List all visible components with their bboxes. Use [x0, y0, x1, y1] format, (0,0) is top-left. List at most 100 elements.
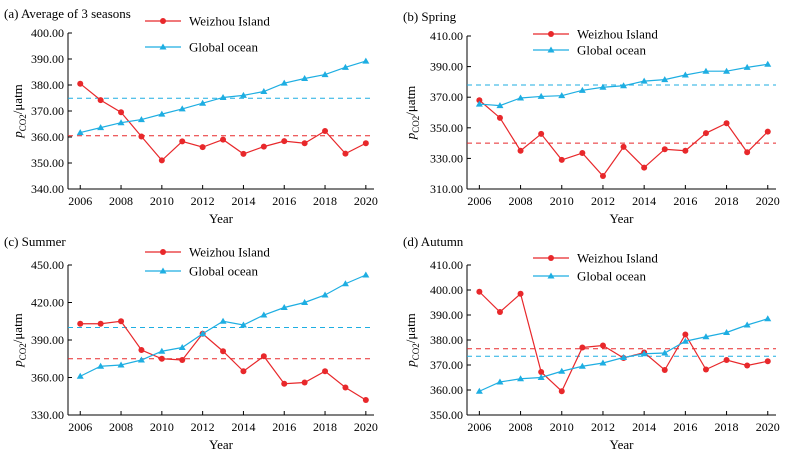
data-point-global: [341, 280, 349, 287]
x-tick-label: 2020: [354, 420, 378, 434]
y-tick-label: 340.00: [31, 182, 64, 196]
x-tick-label: 2012: [191, 420, 215, 434]
data-point-weizhou: [744, 149, 751, 156]
x-tick-label: 2016: [272, 420, 296, 434]
data-point-global: [743, 321, 751, 328]
y-axis-label-symbol: p: [403, 132, 418, 140]
legend-marker-circle: [548, 255, 554, 261]
data-point-global: [76, 372, 84, 379]
data-point-global: [280, 79, 288, 86]
y-tick-label: 360.00: [430, 383, 463, 397]
panel-title: (a) Average of 3 seasons: [4, 6, 131, 21]
data-point-global: [640, 77, 648, 84]
legend-marker-triangle: [159, 267, 167, 274]
x-tick-label: 2008: [109, 420, 133, 434]
data-point-weizhou: [281, 380, 288, 387]
y-tick-label: 450.00: [31, 258, 64, 272]
y-tick-label: 420.00: [31, 296, 64, 310]
data-point-weizhou: [538, 130, 545, 137]
y-tick-label: 370.00: [31, 104, 64, 118]
data-point-global: [496, 378, 504, 385]
y-tick-label: 410.00: [430, 258, 463, 272]
y-tick-label: 390.00: [31, 52, 64, 66]
data-point-weizhou: [97, 97, 104, 104]
data-point-global: [558, 367, 566, 374]
data-point-weizhou: [764, 128, 771, 135]
data-point-weizhou: [342, 150, 349, 157]
data-point-global: [496, 102, 504, 109]
data-point-weizhou: [661, 146, 668, 153]
data-point-global: [301, 75, 309, 81]
data-point-weizhou: [301, 140, 308, 147]
series-line-weizhou: [80, 320, 367, 401]
data-point-global: [537, 92, 545, 99]
x-axis-label: Year: [610, 437, 635, 452]
data-point-global: [321, 291, 329, 298]
y-tick-label: 330.00: [31, 408, 64, 422]
data-point-weizhou: [301, 379, 308, 386]
x-tick-label: 2012: [591, 420, 615, 434]
data-point-global: [702, 67, 710, 74]
y-axis-label: pCO2/μatm: [403, 313, 421, 368]
data-point-weizhou: [362, 140, 369, 147]
legend-label: Global ocean: [577, 269, 646, 284]
x-axis-label: Year: [610, 211, 635, 226]
x-tick-label: 2018: [715, 194, 739, 208]
y-tick-label: 360.00: [31, 371, 64, 385]
panel-title: (d) Autumn: [403, 234, 464, 249]
data-point-global: [137, 356, 145, 363]
data-point-global: [723, 67, 731, 74]
panel-1: 310.00 330.00 350.00 370.00 390.00 410.00 2006…: [403, 9, 780, 226]
panel-0: 340.00 350.00 360.00 370.00 380.00 390.00 400.…: [4, 6, 378, 226]
data-point-weizhou: [744, 362, 751, 369]
y-tick-label: 380.00: [430, 333, 463, 347]
data-point-weizhou: [702, 366, 709, 373]
data-point-global: [76, 129, 84, 136]
y-axis-label-subscript: CO2: [18, 343, 28, 360]
data-point-global: [199, 99, 207, 106]
data-point-global: [137, 116, 145, 123]
data-point-global: [743, 63, 751, 70]
x-tick-label: 2010: [150, 420, 174, 434]
data-point-weizhou: [620, 143, 627, 150]
y-axis-label-subscript: CO2: [18, 114, 28, 131]
data-point-global: [260, 88, 268, 94]
x-tick-label: 2018: [715, 420, 739, 434]
y-tick-label: 310.00: [430, 182, 463, 196]
data-point-weizhou: [158, 355, 165, 362]
data-point-global: [640, 350, 648, 357]
x-tick-label: 2006: [467, 194, 491, 208]
x-tick-label: 2020: [756, 420, 780, 434]
y-axis-label-unit: /μatm: [403, 86, 418, 116]
y-axis-label: pCO2/μatm: [10, 84, 28, 139]
x-tick-label: 2008: [509, 194, 533, 208]
x-tick-label: 2016: [673, 420, 697, 434]
data-point-global: [681, 71, 689, 78]
data-point-global: [620, 354, 628, 360]
data-point-weizhou: [476, 97, 483, 104]
data-point-global: [517, 375, 525, 382]
data-point-global: [475, 387, 483, 394]
y-axis-label-unit: /μatm: [10, 313, 25, 343]
data-point-weizhou: [220, 348, 227, 355]
data-point-weizhou: [579, 344, 586, 351]
data-point-weizhou: [220, 136, 227, 143]
data-point-weizhou: [240, 150, 247, 157]
data-point-global: [599, 359, 607, 366]
data-point-weizhou: [138, 347, 145, 353]
x-tick-label: 2014: [632, 420, 656, 434]
data-point-weizhou: [517, 290, 524, 297]
y-tick-label: 390.00: [430, 60, 463, 74]
legend-marker-triangle: [547, 272, 555, 279]
x-tick-label: 2008: [509, 420, 533, 434]
x-tick-label: 2018: [313, 420, 337, 434]
data-point-global: [158, 110, 166, 117]
data-point-weizhou: [322, 368, 329, 375]
legend-marker-circle: [160, 18, 166, 24]
data-point-global: [661, 76, 669, 83]
x-tick-label: 2006: [68, 194, 92, 208]
data-point-weizhou: [179, 357, 186, 363]
data-point-global: [537, 374, 545, 380]
data-point-global: [97, 124, 105, 131]
